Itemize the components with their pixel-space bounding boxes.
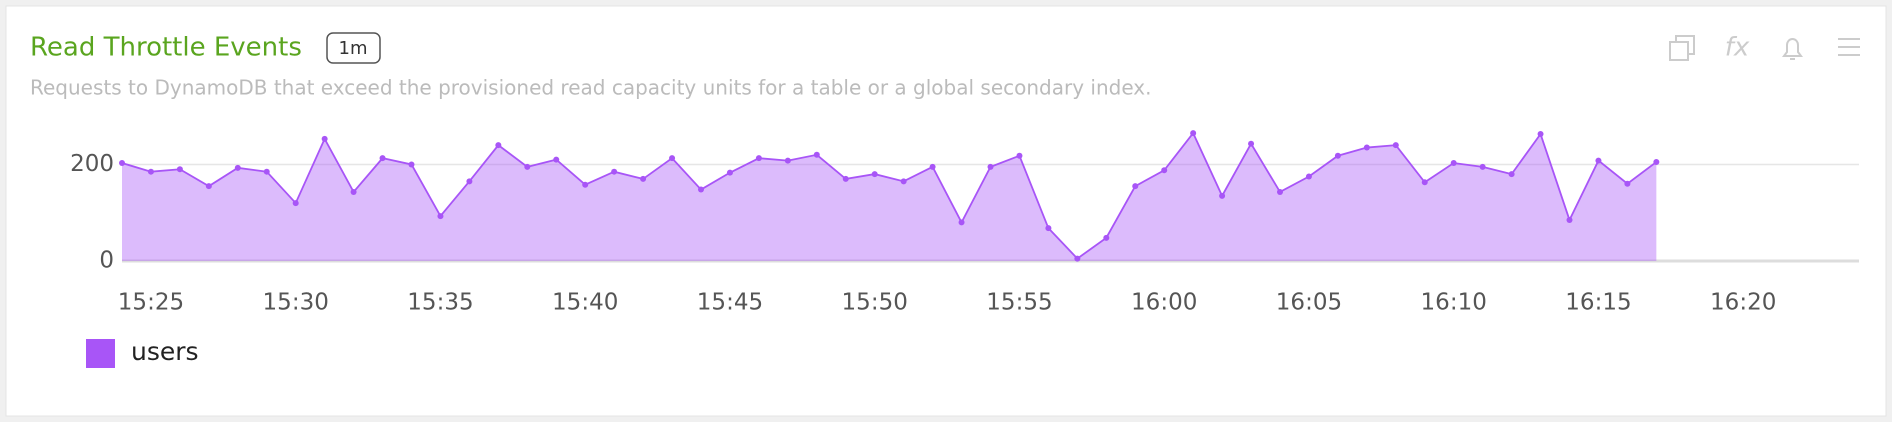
x-tick-label: 16:20 xyxy=(1710,290,1776,316)
point xyxy=(263,168,270,175)
point xyxy=(1219,192,1226,199)
point xyxy=(1277,188,1283,195)
y-tick-label: 0 xyxy=(99,248,114,274)
point xyxy=(582,181,589,188)
point xyxy=(726,169,733,176)
point xyxy=(1421,179,1428,186)
point xyxy=(1595,157,1602,164)
point xyxy=(553,156,560,163)
point xyxy=(1103,234,1110,241)
point xyxy=(842,175,849,182)
point xyxy=(408,161,415,168)
point xyxy=(900,178,907,185)
x-tick-label: 16:10 xyxy=(1421,290,1487,316)
point xyxy=(1624,180,1631,187)
x-tick-label: 15:50 xyxy=(842,290,908,316)
point xyxy=(1305,173,1312,180)
point xyxy=(1045,225,1052,232)
point xyxy=(1479,163,1486,170)
point xyxy=(1161,167,1168,174)
point xyxy=(1132,183,1139,190)
point xyxy=(987,163,994,170)
x-tick-label: 15:35 xyxy=(407,290,473,316)
y-tick-label: 200 xyxy=(70,151,114,177)
point xyxy=(698,186,704,193)
chart-title: Read Throttle Events xyxy=(30,33,302,63)
point xyxy=(669,155,676,162)
toolbar: fx xyxy=(1669,33,1860,63)
x-tick-label: 15:40 xyxy=(552,290,618,316)
point xyxy=(1392,142,1399,149)
point xyxy=(871,171,878,178)
point xyxy=(755,155,762,162)
point xyxy=(1450,160,1457,166)
point xyxy=(119,160,125,166)
point xyxy=(176,166,183,173)
point xyxy=(958,219,965,226)
point xyxy=(524,163,531,170)
point xyxy=(813,151,820,158)
point xyxy=(929,163,936,170)
point xyxy=(1566,216,1573,223)
chart-subtitle: Requests to DynamoDB that exceed the pro… xyxy=(30,76,1151,100)
point xyxy=(1190,130,1197,137)
point xyxy=(1074,255,1081,262)
x-tick-label: 15:45 xyxy=(697,290,763,316)
alert-icon[interactable] xyxy=(1782,38,1803,60)
area xyxy=(122,133,1657,261)
interval-badge-box[interactable] xyxy=(326,32,381,64)
point xyxy=(1537,131,1544,138)
point xyxy=(292,200,299,207)
legend-label: users xyxy=(131,337,199,366)
copy-icon[interactable] xyxy=(1669,35,1695,61)
x-tick-label: 15:55 xyxy=(986,290,1052,316)
point xyxy=(437,213,444,220)
card xyxy=(5,5,1887,417)
x-tick-label: 15:30 xyxy=(263,290,329,316)
point xyxy=(466,178,473,185)
menu-icon[interactable] xyxy=(1838,38,1860,56)
point xyxy=(1653,159,1660,166)
x-tick-label: 15:25 xyxy=(118,290,184,316)
point xyxy=(350,188,357,195)
point xyxy=(205,183,212,190)
x-tick-label: 16:00 xyxy=(1131,290,1197,316)
point xyxy=(1334,152,1341,159)
point xyxy=(1508,171,1515,178)
point xyxy=(1016,152,1023,159)
x-tick-label: 16:05 xyxy=(1276,290,1342,316)
point xyxy=(321,135,328,142)
point xyxy=(640,175,647,182)
point xyxy=(1248,140,1255,147)
point xyxy=(495,142,502,149)
point xyxy=(1363,144,1370,151)
point xyxy=(784,157,791,164)
point xyxy=(147,168,154,175)
fx-icon[interactable]: fx xyxy=(1725,33,1750,63)
interval-badge[interactable]: 1m xyxy=(339,38,368,59)
line xyxy=(121,131,1657,260)
point xyxy=(234,164,241,171)
point xyxy=(379,155,386,162)
legend-swatch xyxy=(86,339,115,368)
x-tick-label: 16:15 xyxy=(1565,290,1631,316)
point xyxy=(611,168,618,175)
